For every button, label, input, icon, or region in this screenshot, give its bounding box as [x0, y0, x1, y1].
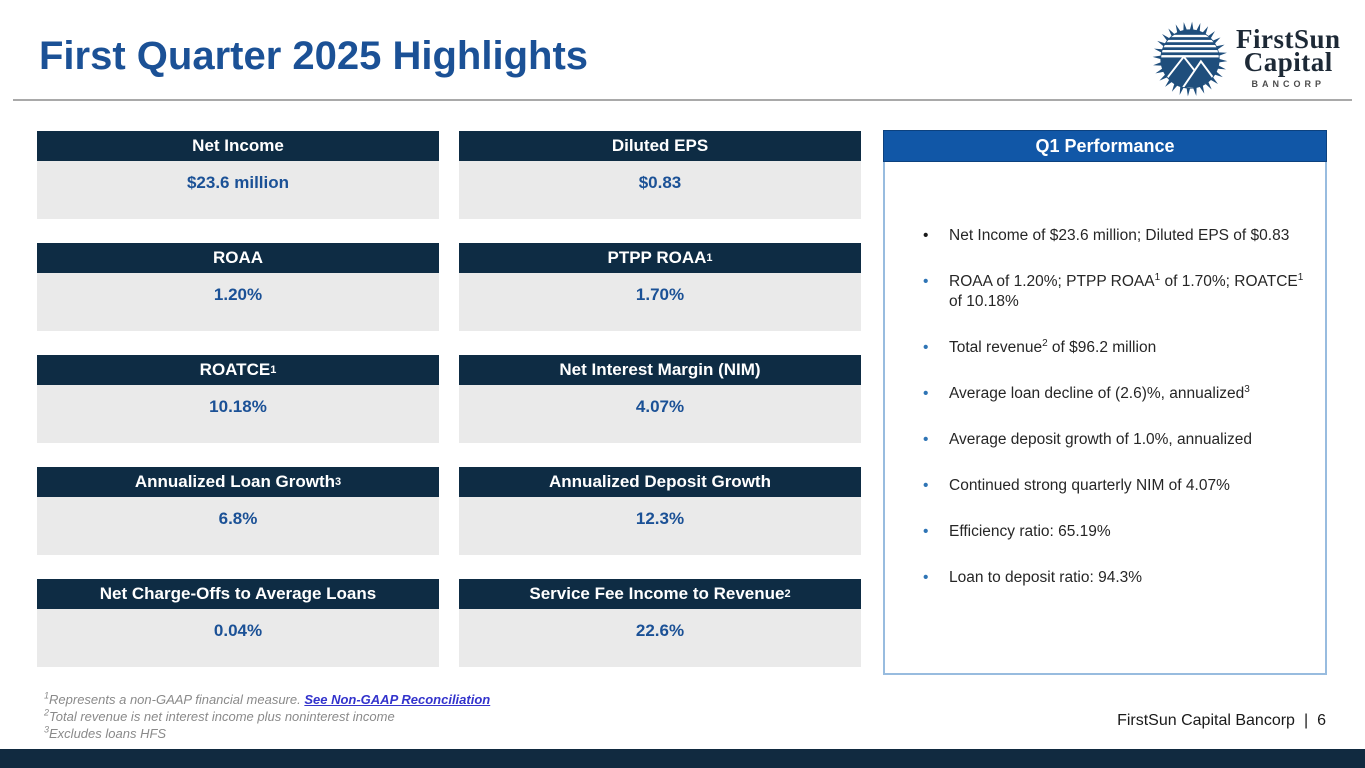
metric-card-header: Net Interest Margin (NIM): [459, 355, 861, 385]
bullet-text: Net Income of $23.6 million; Diluted EPS…: [949, 227, 1290, 244]
bullet-text: ROAA of 1.20%; PTPP ROAA1 of 1.70%; ROAT…: [949, 271, 1304, 310]
metric-card-header: PTPP ROAA 1: [459, 243, 861, 273]
bullet-dot: •: [923, 523, 929, 540]
metric-card: ROATCE 1 10.18%: [37, 355, 439, 443]
footnotes: 1Represents a non-GAAP financial measure…: [44, 691, 490, 742]
metric-card-value: 12.3%: [635, 509, 685, 528]
bullet-text: Average deposit growth of 1.0%, annualiz…: [949, 431, 1253, 448]
bullet-dot: •: [923, 273, 929, 290]
performance-bullet: • Efficiency ratio: 65.19%: [923, 522, 1309, 542]
bullet-text: Continued strong quarterly NIM of 4.07%: [949, 477, 1230, 494]
performance-bullet: • Average deposit growth of 1.0%, annuali…: [923, 430, 1309, 450]
metric-card: Net Income $23.6 million: [37, 131, 439, 219]
metric-card: Net Interest Margin (NIM) 4.07%: [459, 355, 861, 443]
performance-bullet: • Total revenue2 of $96.2 million: [923, 338, 1309, 358]
metric-card: Service Fee Income to Revenue 2 22.6%: [459, 579, 861, 667]
metric-card: PTPP ROAA 1 1.70%: [459, 243, 861, 331]
metric-card-body: 22.6%: [459, 609, 861, 667]
q1-performance-panel: Q1 Performance • Net Income of $23.6 mill…: [883, 130, 1327, 675]
q1-performance-header: Q1 Performance: [883, 130, 1327, 162]
metric-card-value: 1.20%: [213, 285, 263, 304]
bottom-accent-bar: [0, 749, 1365, 768]
metric-card-body: 12.3%: [459, 497, 861, 555]
performance-bullet: • Continued strong quarterly NIM of 4.07%: [923, 476, 1309, 496]
metric-card-value: 6.8%: [218, 509, 258, 528]
bullet-text: Total revenue2 of $96.2 million: [949, 337, 1157, 356]
bullet-dot: •: [923, 385, 929, 402]
metric-card-value: 4.07%: [635, 397, 685, 416]
metric-card-header: Annualized Loan Growth 3: [37, 467, 439, 497]
bullet-dot: •: [923, 477, 929, 494]
performance-bullet: • Average loan decline of (2.6)%, annuali…: [923, 384, 1309, 404]
logo-line-firstsun: FirstSun: [1236, 24, 1341, 54]
slide-footer: FirstSun Capital Bancorp | 6: [1117, 712, 1326, 730]
bullet-dot: •: [923, 339, 929, 356]
page-title: First Quarter 2025 Highlights: [39, 34, 589, 78]
metric-card-body: 6.8%: [37, 497, 439, 555]
metric-card-value: 0.04%: [213, 621, 263, 640]
metric-card-value: $23.6 million: [186, 173, 290, 192]
performance-bullet: • ROAA of 1.20%; PTPP ROAA1 of 1.70%; ROA…: [923, 272, 1309, 312]
metric-card-header: ROAA: [37, 243, 439, 273]
bullet-dot: •: [923, 227, 929, 244]
metric-card-value: 10.18%: [209, 397, 267, 416]
q1-performance-body: • Net Income of $23.6 million; Diluted EP…: [883, 162, 1327, 675]
footer-company-name: FirstSun Capital Bancorp: [1117, 712, 1295, 729]
non-gaap-reconciliation-link[interactable]: See Non-GAAP Reconciliation: [304, 692, 491, 707]
bullet-text: Loan to deposit ratio: 94.3%: [949, 569, 1143, 586]
metric-card: Diluted EPS $0.83: [459, 131, 861, 219]
metric-card-header: Net Income: [37, 131, 439, 161]
metric-card-body: 1.70%: [459, 273, 861, 331]
bullet-text: Average loan decline of (2.6)%, annualiz…: [949, 383, 1250, 402]
bullet-dot: •: [923, 431, 929, 448]
metric-card-body: 4.07%: [459, 385, 861, 443]
bullet-text: Efficiency ratio: 65.19%: [949, 523, 1111, 540]
metric-card: Annualized Loan Growth 3 6.8%: [37, 467, 439, 555]
performance-bullet: • Net Income of $23.6 million; Diluted EP…: [923, 226, 1309, 246]
metric-card: ROAA 1.20%: [37, 243, 439, 331]
logo-wordmark: FirstSun Capital BANCORP: [1236, 24, 1341, 90]
footnote-line: 1Represents a non-GAAP financial measure…: [44, 690, 491, 707]
metric-card-body: 0.04%: [37, 609, 439, 667]
metric-card: Annualized Deposit Growth 12.3%: [459, 467, 861, 555]
metric-card-header: Annualized Deposit Growth: [459, 467, 861, 497]
metric-card-header: Service Fee Income to Revenue 2: [459, 579, 861, 609]
metric-card-value: 1.70%: [635, 285, 685, 304]
title-divider: [13, 99, 1352, 101]
footnote-line: 3Excludes loans HFS: [44, 724, 167, 741]
performance-bullet-list: • Net Income of $23.6 million; Diluted EP…: [923, 226, 1309, 588]
footnote-line: 2Total revenue is net interest income pl…: [44, 707, 395, 724]
metric-card-body: 10.18%: [37, 385, 439, 443]
performance-bullet: • Loan to deposit ratio: 94.3%: [923, 568, 1309, 588]
metrics-grid: Net Income $23.6 million Diluted EPS $0.83 R…: [37, 131, 861, 667]
logo-line-capital: Capital: [1243, 47, 1333, 77]
metric-card-value: 22.6%: [635, 621, 685, 640]
footer-separator: |: [1303, 712, 1309, 729]
page-number: 6: [1317, 712, 1326, 729]
metric-card-header: Diluted EPS: [459, 131, 861, 161]
metric-card: Net Charge-Offs to Average Loans 0.04%: [37, 579, 439, 667]
logo-line-bancorp: BANCORP: [1251, 79, 1326, 89]
metric-card-body: $23.6 million: [37, 161, 439, 219]
metric-card-header: Net Charge-Offs to Average Loans: [37, 579, 439, 609]
metric-card-body: 1.20%: [37, 273, 439, 331]
metric-card-header: ROATCE 1: [37, 355, 439, 385]
bullet-dot: •: [923, 569, 929, 586]
firstsun-logo: FirstSun Capital BANCORP: [1151, 20, 1341, 98]
metric-card-body: $0.83: [459, 161, 861, 219]
metric-card-value: $0.83: [638, 173, 682, 192]
sun-over-mountains-icon: [1152, 21, 1228, 97]
